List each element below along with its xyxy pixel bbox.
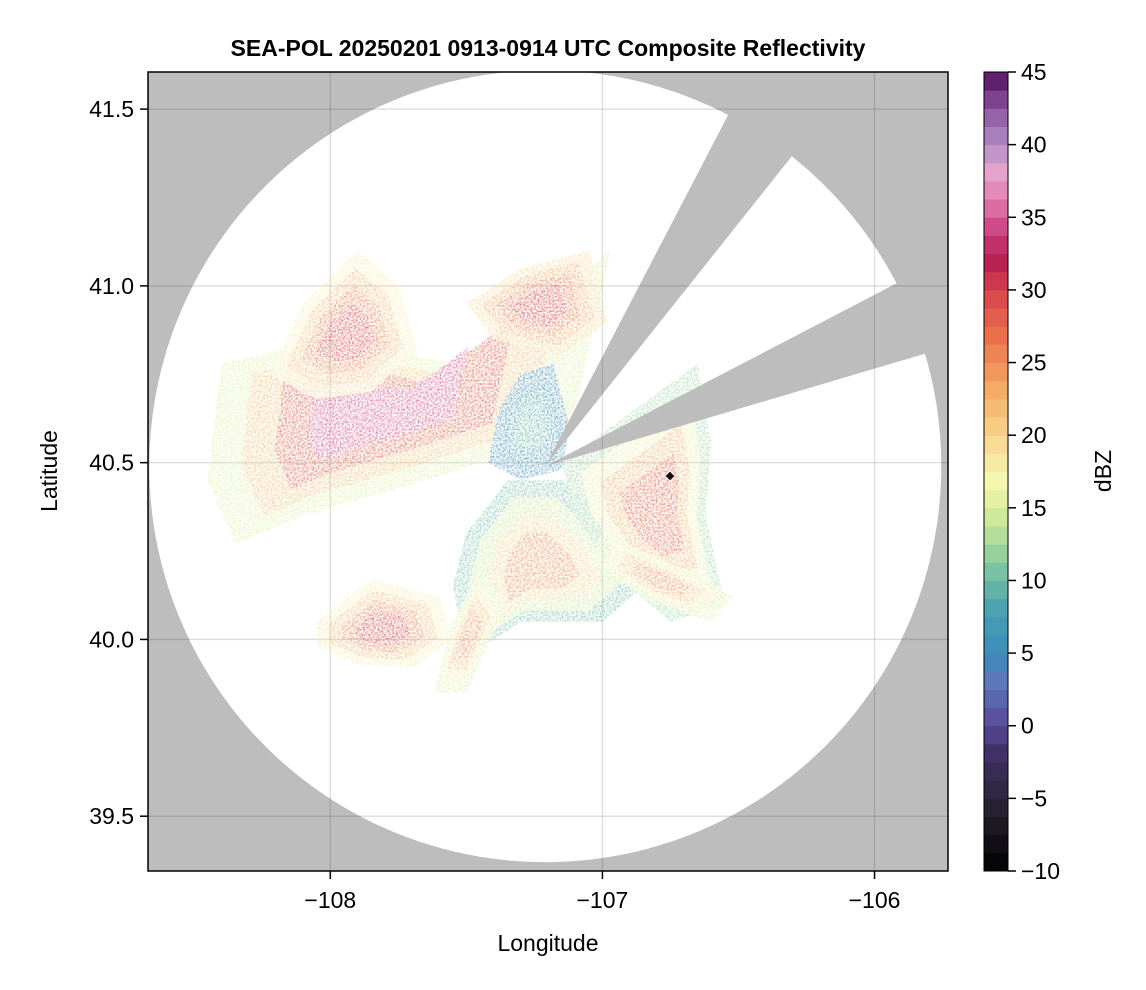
colorbar-band (984, 616, 1008, 636)
echo-region (588, 533, 733, 622)
colorbar-band (984, 471, 1008, 491)
colorbar-tick-label: 10 (1021, 567, 1047, 593)
colorbar-band (984, 762, 1008, 781)
echo-region (316, 579, 453, 668)
colorbar-band (984, 271, 1008, 291)
colorbar-band (984, 380, 1008, 400)
x-tick-label: −108 (304, 887, 356, 913)
echo-band (316, 302, 376, 362)
colorbar-band (984, 398, 1008, 418)
colorbar-tick-label: 30 (1021, 277, 1047, 303)
echo-band (307, 344, 469, 463)
colorbar-band (984, 798, 1008, 818)
colorbar-band (984, 707, 1008, 727)
colorbar-band (984, 235, 1008, 255)
colorbar-band (984, 453, 1008, 472)
colorbar-tick-label: −5 (1021, 785, 1047, 811)
echo-region (488, 363, 570, 481)
colorbar-band (984, 144, 1008, 164)
x-axis: −108 −107 −106 (304, 871, 900, 913)
colorbar-band (984, 671, 1008, 690)
y-tick-label: 39.5 (89, 803, 134, 829)
echo-band (510, 284, 567, 327)
colorbar-band (984, 326, 1008, 345)
colorbar-band (984, 725, 1008, 745)
colorbar-band (984, 308, 1008, 327)
colorbar-band (984, 180, 1008, 200)
echo-band (631, 561, 690, 597)
colorbar-band (984, 507, 1008, 527)
colorbar-band (984, 108, 1008, 127)
colorbar-band (984, 834, 1008, 854)
colorbar-band (984, 525, 1008, 545)
echo-band (513, 401, 547, 449)
echo-band (355, 610, 410, 646)
colorbar-tick-label: −10 (1021, 858, 1060, 884)
colorbar-band (984, 217, 1008, 236)
colorbar-band (984, 634, 1008, 654)
colorbar-band (984, 816, 1008, 836)
echo-region (433, 568, 508, 693)
colorbar-band (984, 743, 1008, 763)
colorbar-tick-label: 5 (1021, 640, 1034, 666)
colorbar-band (984, 417, 1008, 436)
colorbar-tick-label: 20 (1021, 422, 1047, 448)
colorbar-tick-label: 0 (1021, 713, 1034, 739)
plot-frame (147, 71, 949, 872)
colorbar-band (984, 289, 1008, 309)
colorbar-band (984, 344, 1008, 364)
colorbar: −10 −5 0 5 10 15 20 25 30 35 40 45 dBZ (983, 59, 1116, 884)
colorbar-tick-label: 45 (1021, 59, 1047, 85)
colorbar-band (984, 598, 1008, 618)
colorbar-band (984, 562, 1008, 581)
y-axis-label: Latitude (36, 430, 62, 512)
y-tick-label: 41.0 (89, 273, 134, 299)
y-tick-label: 41.5 (89, 96, 134, 122)
hotspot-marker (665, 471, 675, 481)
colorbar-band (984, 90, 1008, 109)
colorbar-band (984, 544, 1008, 563)
colorbar-band (984, 435, 1008, 454)
chart-title: SEA-POL 20250201 0913-0914 UTC Composite… (231, 35, 866, 61)
echo-band (619, 453, 685, 557)
colorbar-ticks: −10 −5 0 5 10 15 20 25 30 35 40 45 (1008, 59, 1060, 884)
colorbar-frame (983, 71, 1009, 872)
echo-region (207, 250, 611, 544)
echo-band (503, 532, 580, 603)
x-tick-label: −106 (849, 887, 901, 913)
colorbar-band (984, 780, 1008, 799)
colorbar-label: dBZ (1090, 450, 1116, 492)
echo-region (270, 250, 418, 399)
colorbar-band (984, 162, 1008, 182)
colorbar-band (984, 689, 1008, 709)
colorbar-tick-label: 25 (1021, 350, 1047, 376)
echo-band (454, 609, 484, 659)
colorbar-tick-label: 35 (1021, 204, 1047, 230)
colorbar-band (984, 253, 1008, 273)
echo-region (466, 250, 608, 357)
colorbar-bands (984, 72, 1008, 872)
colorbar-band (984, 580, 1008, 600)
colorbar-band (984, 72, 1008, 91)
y-tick-label: 40.0 (89, 626, 134, 652)
reflectivity-echoes (207, 250, 733, 693)
colorbar-tick-label: 40 (1021, 132, 1047, 158)
colorbar-band (984, 489, 1008, 509)
colorbar-band (984, 126, 1008, 146)
colorbar-band (984, 199, 1008, 218)
plot-area (148, 72, 948, 871)
colorbar-band (984, 653, 1008, 672)
colorbar-band (984, 852, 1008, 872)
x-axis-label: Longitude (497, 930, 598, 956)
y-axis: 39.5 40.0 40.5 41.0 41.5 (89, 96, 148, 829)
y-tick-label: 40.5 (89, 450, 134, 476)
colorbar-band (984, 362, 1008, 382)
x-tick-label: −107 (577, 887, 629, 913)
colorbar-tick-label: 15 (1021, 495, 1047, 521)
echo-region (561, 363, 725, 622)
